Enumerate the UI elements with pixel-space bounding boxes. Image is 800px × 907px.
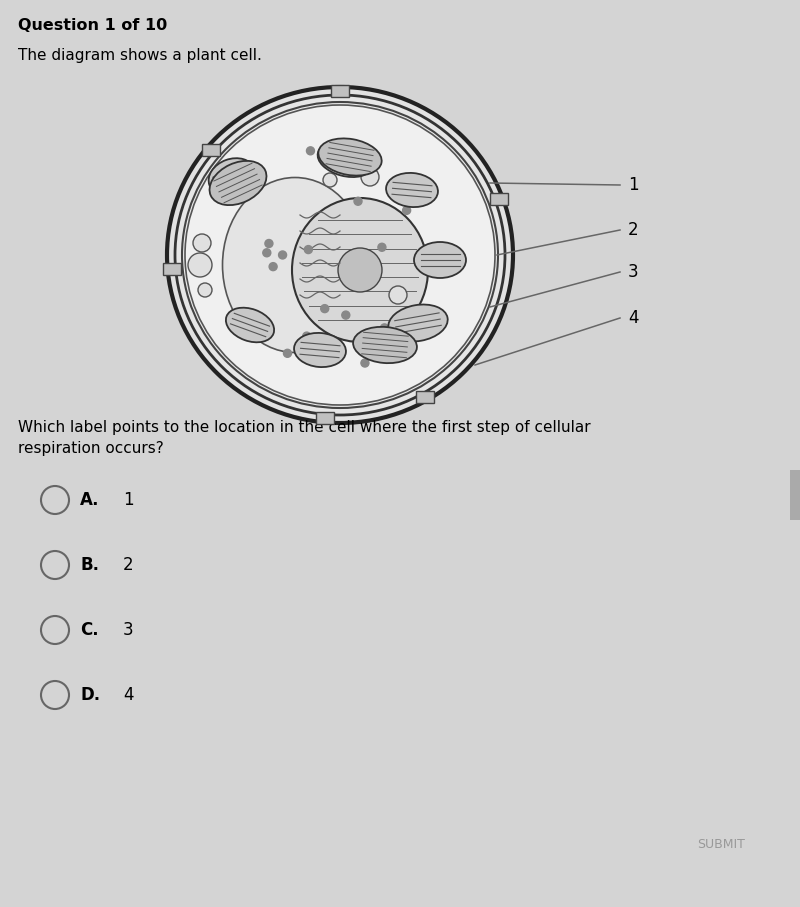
Text: 3: 3 (628, 263, 638, 281)
Text: 4: 4 (628, 309, 638, 327)
Circle shape (389, 286, 407, 304)
Ellipse shape (222, 178, 367, 353)
Text: 1: 1 (123, 491, 134, 509)
Text: A.: A. (80, 491, 99, 509)
FancyBboxPatch shape (790, 470, 800, 520)
Circle shape (361, 359, 369, 367)
Circle shape (193, 234, 211, 252)
FancyBboxPatch shape (415, 391, 434, 403)
Circle shape (336, 148, 344, 156)
Text: 1: 1 (628, 176, 638, 194)
Text: Question 1 of 10: Question 1 of 10 (18, 18, 167, 33)
Ellipse shape (226, 307, 274, 342)
Circle shape (361, 168, 379, 186)
Circle shape (306, 147, 314, 155)
Ellipse shape (388, 305, 448, 341)
Text: 2: 2 (123, 556, 134, 574)
Text: C.: C. (80, 621, 98, 639)
Text: The diagram shows a plant cell.: The diagram shows a plant cell. (18, 48, 262, 63)
FancyBboxPatch shape (202, 143, 219, 156)
Ellipse shape (294, 333, 346, 367)
Circle shape (381, 324, 389, 332)
Circle shape (263, 249, 271, 257)
Circle shape (265, 239, 273, 248)
Text: B.: B. (80, 556, 99, 574)
Circle shape (454, 260, 462, 268)
Circle shape (323, 173, 337, 187)
Circle shape (402, 207, 410, 214)
Text: 2: 2 (628, 221, 638, 239)
Ellipse shape (353, 327, 417, 363)
Ellipse shape (185, 105, 495, 405)
FancyBboxPatch shape (162, 263, 181, 276)
Text: 3: 3 (123, 621, 134, 639)
Circle shape (321, 305, 329, 313)
Ellipse shape (318, 143, 372, 177)
Circle shape (278, 251, 286, 259)
Ellipse shape (167, 87, 513, 423)
Ellipse shape (292, 198, 428, 342)
Circle shape (354, 197, 362, 205)
Circle shape (302, 332, 310, 340)
Text: D.: D. (80, 686, 100, 704)
Circle shape (269, 263, 277, 270)
Ellipse shape (338, 248, 382, 292)
Ellipse shape (175, 95, 505, 415)
FancyBboxPatch shape (490, 193, 508, 205)
Circle shape (188, 253, 212, 277)
FancyBboxPatch shape (316, 413, 334, 424)
Text: Which label points to the location in the cell where the first step of cellular
: Which label points to the location in th… (18, 420, 590, 456)
Ellipse shape (386, 173, 438, 207)
Ellipse shape (318, 139, 382, 176)
Circle shape (304, 246, 312, 254)
Circle shape (283, 349, 291, 357)
Ellipse shape (182, 102, 498, 408)
Circle shape (378, 243, 386, 251)
Ellipse shape (209, 158, 255, 196)
Text: 4: 4 (123, 686, 134, 704)
FancyBboxPatch shape (331, 85, 349, 97)
Text: SUBMIT: SUBMIT (697, 838, 745, 852)
Circle shape (198, 283, 212, 297)
Ellipse shape (210, 161, 266, 205)
Circle shape (342, 311, 350, 319)
Ellipse shape (414, 242, 466, 278)
